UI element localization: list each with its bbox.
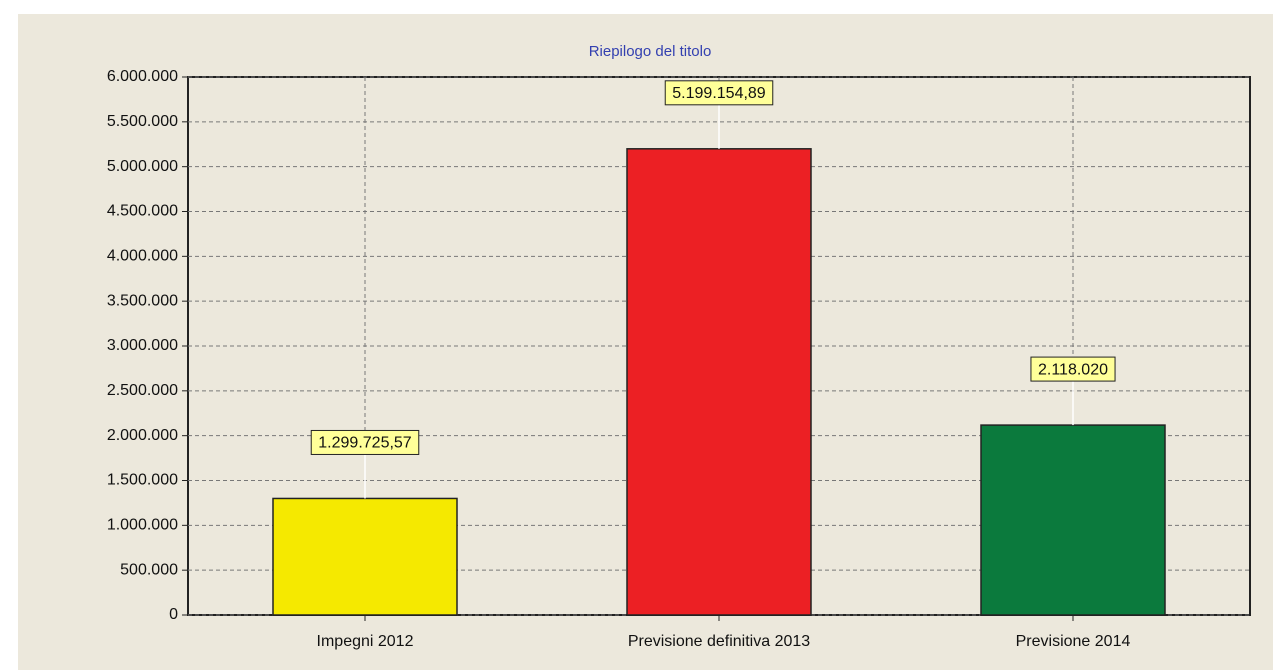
x-tick-label: Previsione definitiva 2013 (628, 633, 810, 650)
value-label-box (310, 429, 420, 455)
value-label-box (664, 80, 774, 106)
y-tick-label: 1.000.000 (107, 517, 178, 534)
y-tick-label: 3.500.000 (107, 292, 178, 309)
y-tick-label: 6.000.000 (107, 68, 178, 85)
bar (626, 148, 812, 616)
x-tick-label: Previsione 2014 (1016, 633, 1131, 650)
y-tick-label: 2.500.000 (107, 382, 178, 399)
value-label: 1.299.725,57 (318, 435, 412, 452)
y-tick-label: 5.000.000 (107, 158, 178, 175)
bar (980, 424, 1166, 616)
value-label: 5.199.154,89 (672, 85, 766, 102)
y-tick-label: 500.000 (120, 561, 178, 578)
value-label: 2.118.020 (1038, 361, 1108, 378)
y-tick-label: 2.000.000 (107, 427, 178, 444)
bar (272, 497, 458, 616)
y-tick-label: 5.500.000 (107, 113, 178, 130)
x-tick-label: Impegni 2012 (317, 633, 414, 650)
chart-title: Riepilogo del titolo (589, 43, 712, 60)
value-label-box (1030, 356, 1116, 382)
y-tick-label: 1.500.000 (107, 472, 178, 489)
y-tick-label: 3.000.000 (107, 337, 178, 354)
y-tick-label: 4.000.000 (107, 248, 178, 265)
y-tick-label: 4.500.000 (107, 203, 178, 220)
y-tick-label: 0 (169, 606, 178, 623)
